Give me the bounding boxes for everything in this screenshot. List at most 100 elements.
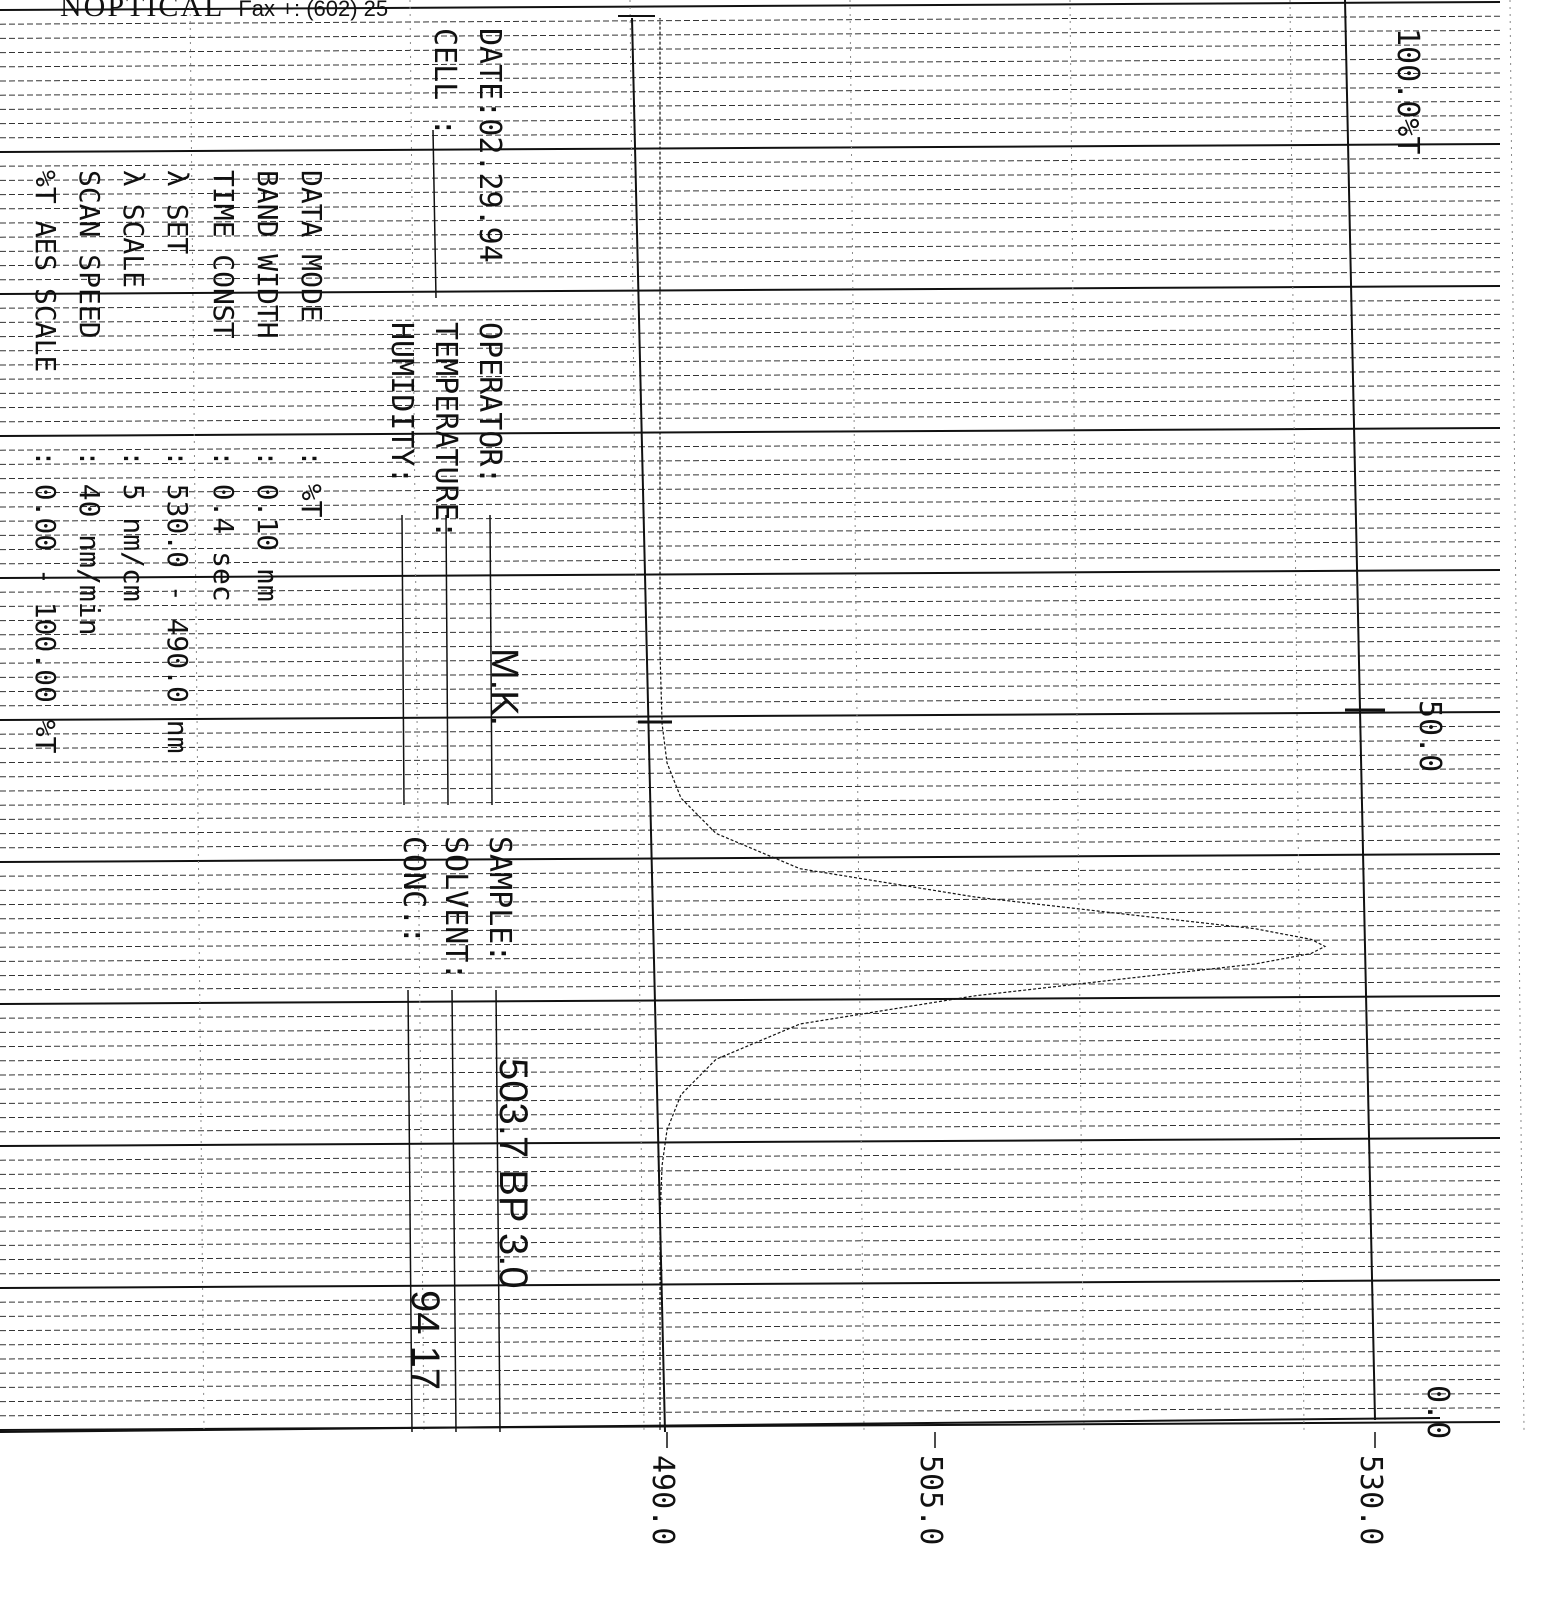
grid-line [0,370,1501,380]
param-value: : 0.4 sec [207,450,240,602]
grid-line [0,1038,1501,1048]
grid-line [0,924,1501,934]
grid-line [0,739,1501,749]
grid-line [0,754,1501,764]
chart-axes [0,0,1441,1433]
chart-grid [0,0,1525,1431]
grid-line [0,328,1501,338]
brand-name: NOPTICAL [60,0,225,23]
grid-line [629,0,645,1431]
grid-line [0,526,1501,536]
grid-line [0,541,1501,551]
solvent-label: SOLVENT: [438,836,473,981]
grid-line [0,810,1501,820]
grid-line [1509,0,1525,1431]
param-label: SCAN SPEED [73,170,106,339]
grid-line [0,938,1501,948]
grid-line [0,143,1501,153]
leader-line [401,514,405,806]
grid-line [0,342,1501,352]
grid-line [0,1208,1501,1218]
grid-line [0,157,1501,167]
param-label: λ SCALE [117,170,150,288]
grid-line [0,1279,1501,1289]
tick-labels: 490.0 505.0 530.0 100.0%T 50.0 0.0 [645,28,1455,1545]
grid-line [0,1,1501,11]
param-value: : %T [295,450,328,518]
grid-line [1289,0,1305,1431]
grid-line [0,1407,1501,1417]
grid-line [0,697,1501,707]
param-value: : 0.10 nm [251,450,284,602]
grid-line [0,455,1501,465]
grid-line [0,271,1501,281]
grid-line [0,484,1501,494]
grid-line [0,981,1501,991]
grid-line [0,1123,1501,1133]
grid-line [0,583,1501,593]
grid-line [0,1109,1501,1119]
grid-line [0,1251,1501,1261]
grid-line [0,1236,1501,1246]
letterhead: NOPTICAL Fax +: (602) 25 [60,0,388,24]
param-label: λ SET [161,170,194,254]
sample-handwritten: 503.7 BP 3.0 [491,1058,535,1289]
grid-line [0,313,1501,323]
grid-line [0,896,1501,906]
y-tick-label: 50.0 [1412,700,1447,772]
grid-line [0,1052,1501,1062]
grid-line [0,384,1501,394]
humidity-label: HUMIDITY: [384,322,419,485]
grid-line [0,952,1501,962]
grid-line [0,654,1501,664]
grid-line [0,228,1501,238]
grid-line [0,1023,1501,1033]
param-label: BAND WIDTH [251,170,284,339]
grid-line [0,242,1501,252]
x-tick-label: 530.0 [1353,1455,1388,1545]
grid-line [0,1421,1501,1431]
grid-line [0,1393,1501,1403]
grid-line [0,512,1501,522]
grid-line [0,768,1501,778]
grid-line [409,0,425,1431]
grid-line [0,1151,1501,1161]
leader-line [445,514,449,806]
grid-line [0,1364,1501,1374]
grid-line [0,1066,1501,1076]
conc-label: CONC.: [396,836,431,944]
grid-line [0,1165,1501,1175]
temperature-label: TEMPERATURE: [428,322,463,539]
grid-line [0,115,1501,125]
grid-line [0,555,1501,565]
cell-label: CELL : [427,28,462,136]
grid-line [0,910,1501,920]
instrument-settings: DATE:02.29.94 CELL : OPERATOR: TEMPERATURE:… [29,28,535,1433]
grid-line [0,214,1501,224]
grid-line [0,1222,1501,1232]
x-tick-label: 505.0 [913,1455,948,1545]
grid-line [0,470,1501,480]
grid-line [0,413,1501,423]
grid-line [0,29,1501,39]
leader-line [489,514,493,806]
y-tick-label: 0.0 [1420,1385,1455,1439]
grid-line [0,626,1501,636]
grid-line [0,683,1501,693]
grid-line [0,171,1501,181]
grid-line [0,356,1501,366]
grid-line [0,867,1501,877]
conc-handwritten: 94 17 [403,1290,447,1390]
grid-line [0,44,1501,54]
x-tick-label: 490.0 [645,1455,680,1545]
grid-line [0,1180,1501,1190]
grid-line [0,995,1501,1005]
grid-line [0,498,1501,508]
grid-line [0,1137,1501,1147]
leader-line [495,989,501,1433]
param-value: : 40 nm/min [73,450,106,635]
operator-handwritten: M.K. [483,648,525,726]
grid-line [0,796,1501,806]
grid-line [0,257,1501,267]
